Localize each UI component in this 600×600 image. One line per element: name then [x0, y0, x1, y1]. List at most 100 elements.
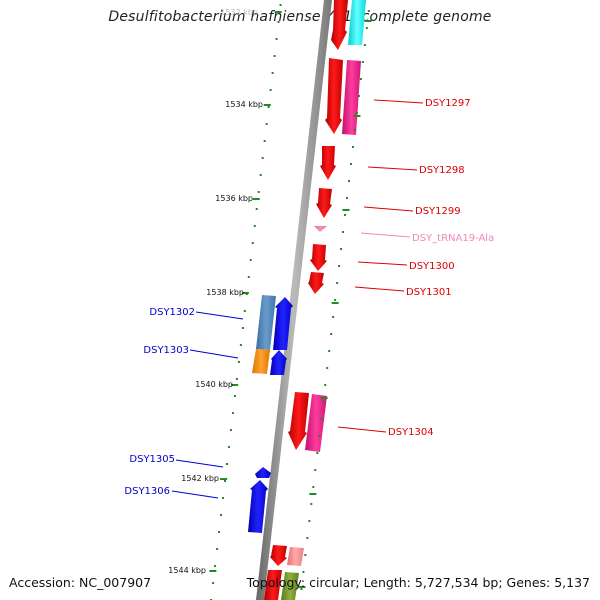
track-dot	[340, 248, 343, 250]
gene-label-dsy1297[interactable]: DSY1297	[425, 98, 471, 109]
ruler-dot	[235, 378, 238, 380]
track-dot	[342, 231, 345, 233]
ruler-dot	[279, 4, 282, 6]
ruler-major-tick	[231, 384, 239, 386]
cog-arrow-dsy1302[interactable]	[256, 295, 276, 350]
gene-arrow-dsy1305[interactable]	[255, 467, 271, 478]
track-dot	[351, 146, 354, 148]
track-dot	[363, 44, 366, 46]
gene-arrow[interactable]	[348, 0, 366, 45]
ruler-major-tick	[274, 11, 282, 13]
track-dot	[326, 367, 329, 369]
cog-arrow-dsy1297[interactable]	[342, 60, 361, 135]
track-dot	[328, 350, 331, 352]
track-dot	[355, 112, 358, 114]
track-dot	[357, 95, 360, 97]
gene-arrow-dsy1304[interactable]	[288, 392, 309, 450]
gene-label-dsy1299[interactable]: DSY1299	[415, 206, 461, 217]
track-major-tick	[342, 209, 350, 211]
track-dot	[338, 265, 341, 267]
ruler-dot	[218, 531, 221, 533]
track-dot	[300, 588, 303, 590]
gene-arrow[interactable]	[331, 0, 348, 50]
ruler-label-1538: 1538 kbp	[206, 288, 244, 297]
genome-backbone	[256, 0, 332, 600]
gene-label-dsy1305[interactable]: DSY1305	[129, 454, 175, 465]
ruler-dot	[243, 310, 246, 312]
ruler-major-tick	[252, 198, 260, 200]
ruler-dot	[259, 174, 262, 176]
gene-arrow-dsy1298[interactable]	[320, 146, 336, 180]
map-title: Desulfitobacterium hafniense Y51, comple…	[108, 9, 492, 25]
ruler-major-tick	[209, 570, 217, 572]
ruler-dot	[255, 208, 258, 210]
ruler-dot	[241, 327, 244, 329]
track-dot	[318, 435, 321, 437]
gene-label-dsy1301[interactable]: DSY1301	[406, 287, 452, 298]
ruler-dot	[263, 140, 266, 142]
ruler-dot	[231, 412, 234, 414]
gene-arrow-dsy1302[interactable]	[273, 297, 293, 350]
forward-strand-genes	[264, 0, 366, 600]
ruler-dot	[233, 395, 236, 397]
ruler-label-1540: 1540 kbp	[195, 380, 233, 389]
track-dot	[348, 180, 350, 182]
gene-arrow-dsy1303[interactable]	[270, 350, 287, 375]
gene-arrow-dsy1301[interactable]	[308, 272, 324, 294]
track-dot	[330, 333, 333, 335]
gene-arrow-dsy1297[interactable]	[325, 58, 343, 134]
track-dot	[310, 503, 313, 505]
ruler-dot	[265, 123, 268, 125]
gene-arrow-dsy1299[interactable]	[316, 188, 332, 218]
track-dot	[320, 418, 323, 420]
track-dot	[361, 61, 364, 63]
ruler-dot	[261, 157, 264, 159]
ruler-dot	[214, 565, 217, 567]
gene-label-dsy1300[interactable]: DSY1300	[409, 261, 455, 272]
ruler-dot	[277, 21, 280, 23]
track-major-tick	[364, 20, 372, 22]
track-dot	[312, 486, 315, 488]
track-dot	[306, 537, 309, 539]
gene-label-dsy1304[interactable]: DSY1304	[388, 427, 434, 438]
gene-label-dsy1303[interactable]: DSY1303	[143, 345, 189, 356]
gene-arrow[interactable]	[270, 545, 287, 566]
ruler-dot	[253, 225, 256, 227]
ruler-dot	[229, 429, 232, 431]
cog-arrow-dsy1304[interactable]	[305, 394, 327, 452]
track-dot	[346, 197, 349, 199]
gene-arrow-dsy1306[interactable]	[248, 480, 268, 533]
cog-arrow-dsy1303[interactable]	[252, 349, 270, 374]
gene-arrow[interactable]	[264, 570, 282, 600]
gene-label-dsy1298[interactable]: DSY1298	[419, 165, 465, 176]
track-major-tick	[298, 586, 306, 588]
ruler-label-1542: 1542 kbp	[181, 474, 219, 483]
gene-label-trna19-ala[interactable]: DSY_tRNA19-Ala	[412, 233, 494, 244]
ruler-dot	[224, 480, 226, 482]
track-dot	[324, 384, 327, 386]
track-dot	[367, 10, 370, 12]
track-dot	[365, 27, 368, 29]
ruler-dot	[267, 106, 270, 108]
ruler-labels: 1532 kbp 1534 kbp 1536 kbp 1538 kbp 1540…	[168, 8, 263, 575]
track-dot	[359, 78, 362, 80]
gene-labels: DSY1297 DSY1298 DSY1299 DSY_tRNA19-Ala D…	[124, 98, 494, 499]
gene-label-dsy1302[interactable]: DSY1302	[149, 307, 195, 318]
trna-arrow[interactable]	[314, 226, 327, 232]
ruler-dot	[273, 55, 276, 57]
ruler-major-tick	[220, 478, 228, 480]
track-dot	[344, 214, 347, 216]
gene-label-dsy1306[interactable]: DSY1306	[124, 486, 170, 497]
ruler-dot	[222, 497, 225, 499]
ruler-dot	[269, 89, 272, 91]
track-dot	[322, 401, 325, 403]
gene-arrow-dsy1300[interactable]	[310, 244, 327, 271]
ruler-dot	[251, 242, 254, 244]
track-dot	[349, 163, 352, 165]
track-dot	[332, 316, 335, 318]
gene-arrow[interactable]	[281, 572, 299, 600]
ruler-dot	[212, 582, 215, 584]
gene-arrow[interactable]	[287, 547, 304, 566]
ruler-dot	[227, 446, 230, 448]
ruler-dot	[257, 191, 260, 193]
